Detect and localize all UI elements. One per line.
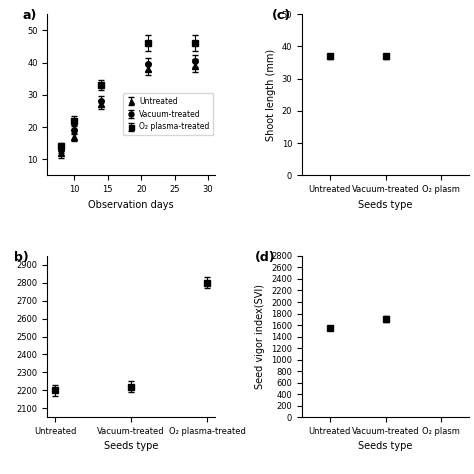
Y-axis label: Shoot length (mm): Shoot length (mm) xyxy=(266,49,276,141)
X-axis label: Seeds type: Seeds type xyxy=(104,441,158,451)
Text: b): b) xyxy=(14,251,28,264)
X-axis label: Observation days: Observation days xyxy=(88,200,174,210)
Text: (d): (d) xyxy=(255,251,275,264)
Y-axis label: Seed vigor index(SVI): Seed vigor index(SVI) xyxy=(255,284,265,389)
X-axis label: Seeds type: Seeds type xyxy=(358,441,413,451)
Text: a): a) xyxy=(22,9,36,22)
Legend: Untreated, Vacuum-treated, O₂ plasma-treated: Untreated, Vacuum-treated, O₂ plasma-tre… xyxy=(123,93,213,135)
Text: (c): (c) xyxy=(272,9,291,22)
X-axis label: Seeds type: Seeds type xyxy=(358,200,413,210)
